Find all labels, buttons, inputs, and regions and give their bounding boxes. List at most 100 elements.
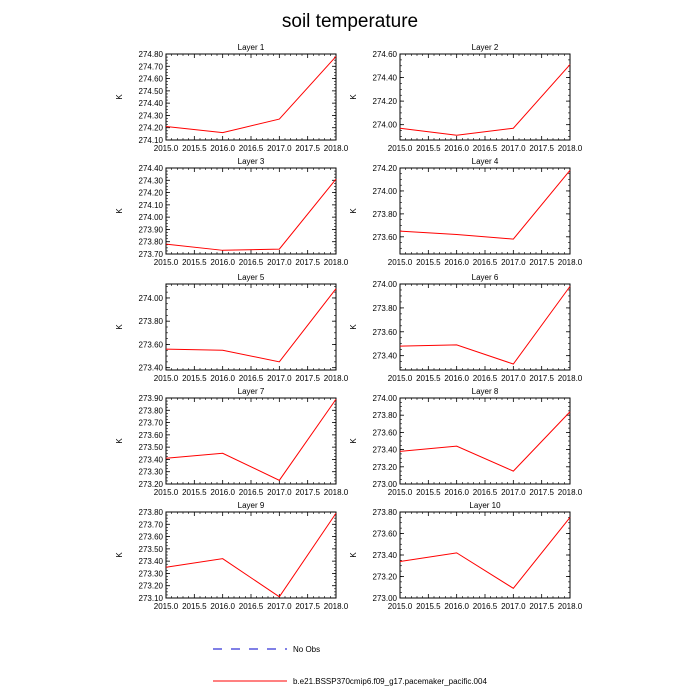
x-tick-label: 2018.0 [324,374,349,383]
x-tick-label: 2015.0 [154,258,179,267]
y-tick-label: 273.90 [139,225,164,234]
x-tick-label: 2017.5 [529,488,554,497]
x-tick-label: 2017.0 [501,374,526,383]
y-tick-label: 273.40 [373,352,398,361]
x-tick-label: 2015.5 [182,144,207,153]
y-tick-label: 273.70 [139,250,164,259]
panel-title: Layer 7 [238,387,265,396]
y-tick-label: 274.00 [139,294,164,303]
y-tick-label: 273.40 [373,551,398,560]
y-tick-label: 274.00 [373,121,398,130]
legend: No Obs b.e21.BSSP370cmip6.f09_g17.pacema… [213,645,487,686]
x-tick-label: 2015.0 [154,144,179,153]
plot-frame [399,53,571,141]
x-tick-label: 2017.0 [267,374,292,383]
y-tick-label: 273.50 [139,545,164,554]
y-axis-label: K [115,552,124,558]
x-tick-label: 2015.0 [388,374,413,383]
y-axis-label: K [349,94,358,100]
y-tick-label: 273.00 [373,480,398,489]
x-tick-label: 2016.0 [444,602,469,611]
x-tick-label: 2015.5 [416,258,441,267]
x-tick-label: 2017.0 [501,144,526,153]
y-tick-label: 274.00 [373,280,398,289]
x-tick-label: 2015.5 [416,602,441,611]
y-tick-label: 274.40 [373,74,398,83]
x-tick-label: 2017.0 [267,144,292,153]
y-axis-label: K [115,438,124,444]
x-tick-label: 2015.0 [154,602,179,611]
x-tick-label: 2016.0 [444,144,469,153]
x-tick-label: 2018.0 [324,488,349,497]
panel-title: Layer 10 [469,501,501,510]
x-tick-label: 2015.0 [388,144,413,153]
y-tick-label: 273.60 [139,340,164,349]
x-tick-label: 2018.0 [324,602,349,611]
series-line [165,178,337,251]
series-line [399,517,571,589]
plot-frame [165,397,337,485]
y-tick-label: 273.80 [139,317,164,326]
y-tick-label: 273.20 [373,463,398,472]
x-tick-label: 2015.5 [182,258,207,267]
series-line [399,169,571,240]
y-tick-label: 273.60 [139,533,164,542]
series-line [399,64,571,136]
x-tick-label: 2017.5 [295,144,320,153]
y-tick-label: 273.90 [139,394,164,403]
y-tick-label: 273.70 [139,520,164,529]
plot-frame [399,511,571,599]
y-tick-label: 273.80 [373,210,398,219]
y-tick-label: 273.60 [139,431,164,440]
x-tick-label: 2018.0 [558,258,583,267]
y-tick-label: 274.20 [373,97,398,106]
y-tick-label: 274.20 [139,189,164,198]
x-tick-label: 2016.0 [210,602,235,611]
plot-frame [399,167,571,255]
x-tick-label: 2018.0 [558,602,583,611]
y-tick-label: 273.20 [373,573,398,582]
y-tick-label: 273.70 [139,419,164,428]
x-tick-label: 2017.5 [295,374,320,383]
y-tick-label: 273.40 [139,455,164,464]
series-line [399,286,571,365]
x-tick-label: 2018.0 [558,488,583,497]
y-tick-label: 274.60 [139,75,164,84]
panel-title: Layer 6 [472,273,499,282]
x-tick-label: 2017.0 [267,258,292,267]
x-tick-label: 2016.0 [210,144,235,153]
y-tick-label: 273.40 [139,364,164,373]
x-tick-label: 2015.5 [182,488,207,497]
x-tick-label: 2015.0 [388,488,413,497]
y-tick-label: 273.60 [373,233,398,242]
y-tick-label: 273.20 [139,582,164,591]
legend-obs-label: No Obs [293,645,320,654]
plot-frame [399,283,571,371]
y-tick-label: 273.30 [139,468,164,477]
y-axis-label: K [115,94,124,100]
x-tick-label: 2017.0 [267,602,292,611]
x-tick-label: 2015.5 [416,488,441,497]
panel-title: Layer 4 [472,157,499,166]
y-tick-label: 274.40 [139,164,164,173]
y-tick-label: 273.30 [139,569,164,578]
figure-title: soil temperature [282,11,418,32]
x-tick-label: 2016.0 [210,374,235,383]
panel-title: Layer 9 [238,501,265,510]
y-tick-label: 273.80 [139,238,164,247]
x-tick-label: 2015.5 [182,374,207,383]
y-tick-label: 273.50 [139,443,164,452]
y-tick-label: 274.10 [139,201,164,210]
y-tick-label: 274.80 [139,50,164,59]
panel-title: Layer 5 [238,273,265,282]
plot-frame [399,397,571,485]
series-line [165,398,337,481]
x-tick-label: 2017.5 [529,374,554,383]
y-tick-label: 273.80 [373,304,398,313]
x-tick-label: 2016.5 [473,602,498,611]
